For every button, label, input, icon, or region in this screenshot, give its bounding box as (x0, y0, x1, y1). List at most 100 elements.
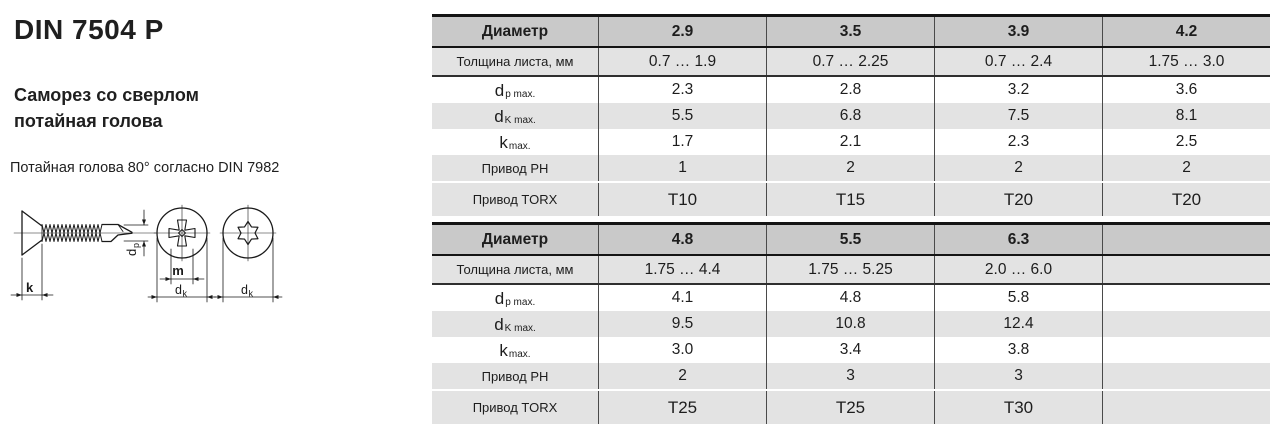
row-label: Привод PH (481, 160, 549, 176)
value-cell: 9.5 (598, 311, 766, 337)
value-cell: 1.75 … 5.25 (766, 256, 934, 283)
value-cell: 1.75 … 3.0 (1102, 48, 1270, 75)
table-row-drive-ph: Привод PH 1 2 2 2 (432, 155, 1270, 181)
value-cell: 3.0 (598, 337, 766, 363)
value-cell: 3.8 (934, 337, 1102, 363)
header-diameter-cell: 2.9 (598, 17, 766, 46)
header-diameter-cell: 5.5 (766, 225, 934, 254)
table-row-drive-ph: Привод PH 2 3 3 (432, 363, 1270, 389)
product-subtitle: Саморез со сверлом потайная голова (14, 82, 199, 134)
value-cell: 2.3 (934, 129, 1102, 155)
page-title: DIN 7504 P (14, 14, 164, 45)
value-cell: 1 (598, 155, 766, 181)
table-row-k-max: k max. 3.0 3.4 3.8 (432, 337, 1270, 363)
table-row-sheet-thickness: Толщина листа, мм 1.75 … 4.4 1.75 … 5.25 2.… (432, 256, 1270, 285)
value-cell: T20 (934, 183, 1102, 216)
header-diameter-cell: 3.5 (766, 17, 934, 46)
value-cell: T30 (934, 391, 1102, 424)
value-cell: 1.7 (598, 129, 766, 155)
row-label: k max. (499, 132, 531, 152)
table-row-drive-torx: Привод TORX T25 T25 T30 (432, 389, 1270, 424)
value-cell: T20 (1102, 183, 1270, 216)
phillips-recess (168, 219, 196, 247)
header-diameter-cell: 4.8 (598, 225, 766, 254)
table-row-drive-torx: Привод TORX T10 T15 T20 T20 (432, 181, 1270, 216)
dimension-dk-ph (147, 237, 217, 303)
value-cell: 0.7 … 2.25 (766, 48, 934, 75)
screw-drawing-svg: k d p m d k d k (10, 204, 283, 303)
value-cell (1102, 337, 1270, 363)
value-cell (1102, 256, 1270, 283)
value-cell: 3 (766, 363, 934, 389)
value-cell: 10.8 (766, 311, 934, 337)
value-cell: 2 (598, 363, 766, 389)
header-label-cell: Диаметр (481, 230, 549, 248)
svg-text:p: p (131, 243, 141, 248)
screw-technical-drawing: k d p m d k d k (6, 204, 298, 320)
svg-text:k: k (249, 289, 254, 299)
value-cell: 3.4 (766, 337, 934, 363)
value-cell: T15 (766, 183, 934, 216)
drill-point (101, 223, 133, 233)
value-cell (1102, 311, 1270, 337)
subtitle-line-2: потайная голова (14, 111, 163, 131)
table-row-k-max: k max. 1.7 2.1 2.3 2.5 (432, 129, 1270, 155)
label-dp: d p (124, 243, 141, 256)
row-label: Толщина листа, мм (456, 54, 574, 69)
svg-text:d: d (241, 283, 248, 297)
label-m: m (172, 263, 184, 278)
row-label: Привод TORX (472, 192, 558, 207)
value-cell: 3.6 (1102, 77, 1270, 103)
label-dk-torx: d k (241, 283, 254, 299)
table-diameters-large: Диаметр 4.8 5.5 6.3 Толщина листа, мм 1.75 … … (432, 222, 1270, 424)
header-diameter-cell: 4.2 (1102, 17, 1270, 46)
value-cell: 2.3 (598, 77, 766, 103)
dimension-dk-torx (213, 237, 283, 303)
row-label: Привод PH (481, 368, 549, 384)
value-cell (1102, 285, 1270, 311)
row-label: Привод TORX (472, 400, 558, 415)
subtitle-line-1: Саморез со сверлом (14, 85, 199, 105)
table-diameters-small: Диаметр 2.9 3.5 3.9 4.2 Толщина листа, мм 0.7 … (432, 14, 1270, 216)
value-cell: 2 (1102, 155, 1270, 181)
value-cell: 6.8 (766, 103, 934, 129)
value-cell: 12.4 (934, 311, 1102, 337)
header-diameter-cell: 6.3 (934, 225, 1102, 254)
value-cell: 3 (934, 363, 1102, 389)
value-cell: 2.0 … 6.0 (934, 256, 1102, 283)
value-cell (1102, 391, 1270, 424)
value-cell (1102, 363, 1270, 389)
table-header-row: Диаметр 4.8 5.5 6.3 (432, 222, 1270, 256)
value-cell: 5.8 (934, 285, 1102, 311)
label-dk-ph: d k (175, 283, 188, 299)
value-cell: 2 (934, 155, 1102, 181)
svg-text:d: d (124, 249, 139, 256)
value-cell: 4.8 (766, 285, 934, 311)
value-cell: 2.8 (766, 77, 934, 103)
header-diameter-cell (1102, 225, 1270, 254)
header-diameter-cell: 3.9 (934, 17, 1102, 46)
torx-recess (237, 220, 259, 246)
value-cell: 1.75 … 4.4 (598, 256, 766, 283)
value-cell: 4.1 (598, 285, 766, 311)
table-header-row: Диаметр 2.9 3.5 3.9 4.2 (432, 14, 1270, 48)
row-label: k max. (499, 340, 531, 360)
value-cell: 7.5 (934, 103, 1102, 129)
row-label: Толщина листа, мм (456, 262, 574, 277)
table-row-sheet-thickness: Толщина листа, мм 0.7 … 1.9 0.7 … 2.25 0.7 … (432, 48, 1270, 77)
value-cell: 8.1 (1102, 103, 1270, 129)
value-cell: 2 (766, 155, 934, 181)
value-cell: T25 (766, 391, 934, 424)
value-cell: 0.7 … 1.9 (598, 48, 766, 75)
label-k: k (26, 280, 34, 295)
value-cell: T25 (598, 391, 766, 424)
svg-text:d: d (175, 283, 182, 297)
value-cell: T10 (598, 183, 766, 216)
